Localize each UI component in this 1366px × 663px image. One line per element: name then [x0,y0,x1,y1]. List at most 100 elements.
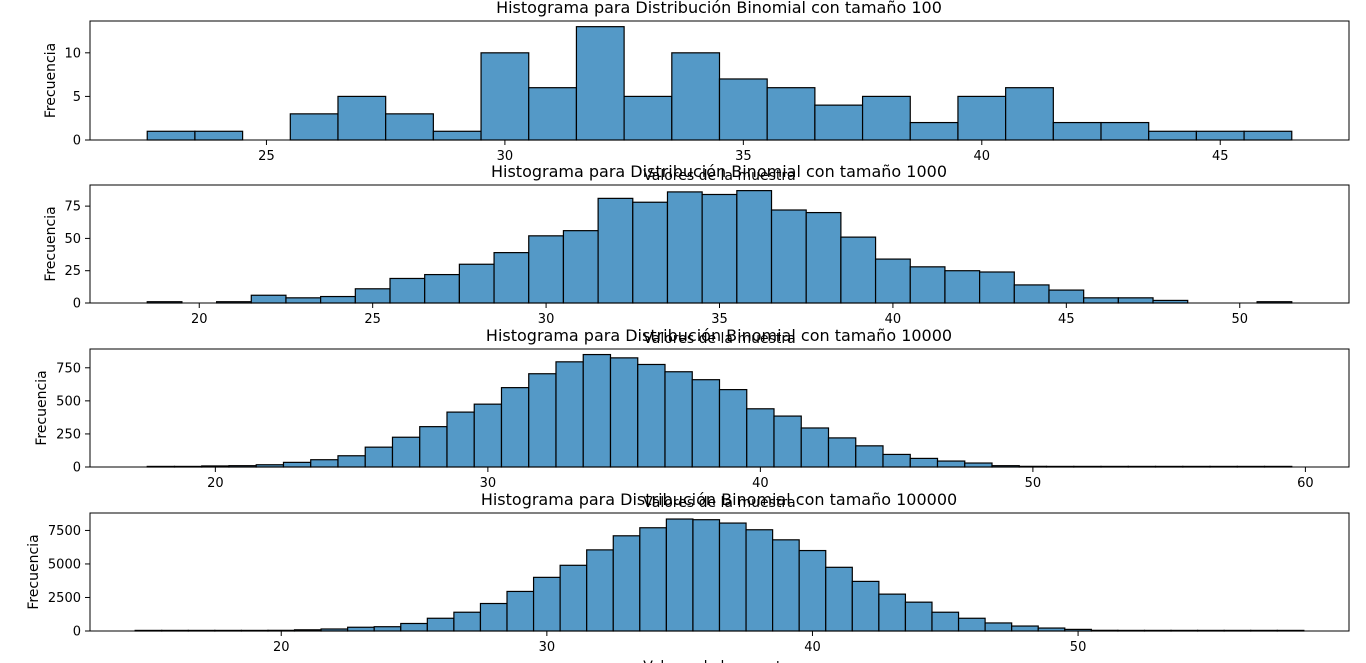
x-tick-label: 40 [752,476,769,491]
x-tick-label: 20 [273,640,290,655]
histogram-bar [840,236,877,304]
y-tick-label: 7500 [48,524,81,539]
histogram-bar [745,529,774,632]
histogram-bar [798,549,827,632]
histogram-bar [364,446,394,468]
histogram-bar [194,130,244,141]
x-tick-label: 60 [1297,476,1314,491]
histogram-bar [532,576,561,632]
y-tick-label: 0 [73,297,81,312]
y-tick-label: 50 [64,232,81,247]
histogram-bar [666,191,703,304]
histogram-bar [632,201,669,304]
x-tick-label: 25 [258,149,275,164]
histogram-bar [825,566,853,632]
histogram-bar [909,457,939,468]
y-tick-label: 5000 [48,557,81,572]
histogram-bar [718,522,747,632]
histogram-bar [665,518,694,632]
histogram-bar [805,211,842,304]
histogram-bar [458,263,495,304]
histogram-bar [639,527,667,632]
histogram-bar [1011,625,1039,632]
histogram-bar [909,121,959,141]
x-tick-label: 20 [207,476,224,491]
histogram-bar [623,95,673,141]
histogram-bar [373,626,402,632]
chart-2: 20 25 30 35 40 45 50 0 25 50 75 Frecuencia Valores d… [43,184,1350,347]
y-tick-label: 2500 [48,591,81,606]
x-tick-label: 45 [1058,312,1075,327]
histogram-bar [770,209,807,304]
x-axis-label: Valores de la muestra [643,168,795,184]
y-tick-label: 500 [56,394,81,409]
plot-frame [89,348,1350,468]
x-tick-label: 40 [885,312,902,327]
histogram-bar [904,601,933,632]
histogram-bar [555,361,584,468]
histogram-bar [480,52,530,141]
histogram-bar [746,408,775,468]
y-axis-label: Frecuencia [34,370,50,445]
histogram-bar [582,353,612,468]
histogram-bar [931,611,960,632]
chart-title: Histograma para Distribución Binomial co… [481,490,957,509]
histogram-bar [957,95,1007,141]
x-tick-label: 50 [1070,640,1087,655]
histogram-bar [671,52,721,141]
histogram-bar [453,611,482,632]
histogram-bar [424,273,460,304]
histogram-bar [773,415,802,468]
y-axis-label: Frecuencia [43,206,59,281]
histogram-bar [473,403,503,468]
x-tick-label: 35 [711,312,728,327]
histogram-bar [506,590,535,632]
histogram-bar [878,593,907,632]
histogram-bar [597,197,634,304]
histogram-bar [250,294,287,304]
histogram-bar [347,626,375,632]
x-axis-label: Valores de la muestra [643,331,795,347]
histogram-bar [882,453,911,468]
y-tick-label: 0 [73,134,81,149]
x-tick-label: 45 [1212,149,1229,164]
histogram-bar [691,379,721,468]
histogram-bar [400,622,428,632]
y-tick-label: 10 [64,46,81,61]
histogram-bar [861,95,911,141]
histogram-bar [637,363,666,468]
histogram-bar [909,266,946,304]
histogram-bar [493,252,530,304]
x-axis-label: Valores de la muestra [643,495,795,511]
histogram-bar [1048,289,1085,304]
chart-3: 20 30 40 50 60 0 250 500 750 Frecuencia Valores de… [34,348,1350,511]
histogram-bar [1083,297,1119,304]
y-tick-label: 5 [73,90,81,105]
histogram-bar [1243,130,1293,141]
histogram-bar [1005,87,1054,141]
y-tick-label: 0 [73,625,81,640]
histogram-bar [1117,297,1154,304]
x-tick-label: 50 [1025,476,1042,491]
histogram-bar [718,389,748,468]
histogram-bar [609,357,639,468]
x-tick-label: 30 [480,476,497,491]
histogram-bar [936,460,966,468]
histogram-bar [337,455,366,468]
histogram-bar [391,436,421,468]
y-tick-label: 0 [73,461,81,476]
histogram-bar [426,617,455,632]
chart-1: 25 30 35 40 45 0 5 10 Frecuencia Valores de la mu… [43,20,1350,184]
histogram-bar [282,461,312,468]
histogram-bar [979,271,1015,304]
plot-frame [89,20,1350,141]
histogram-bar [814,104,864,141]
histogram-bar [855,445,884,468]
histogram-bar [528,87,578,141]
histogram-bar [718,78,768,141]
x-tick-label: 25 [364,312,381,327]
y-tick-label: 25 [64,264,81,279]
chart-4: 20 30 40 50 0 2500 5000 7500 Frecuencia Valores d… [26,512,1350,663]
x-tick-label: 50 [1231,312,1248,327]
histogram-bar [1195,130,1245,141]
